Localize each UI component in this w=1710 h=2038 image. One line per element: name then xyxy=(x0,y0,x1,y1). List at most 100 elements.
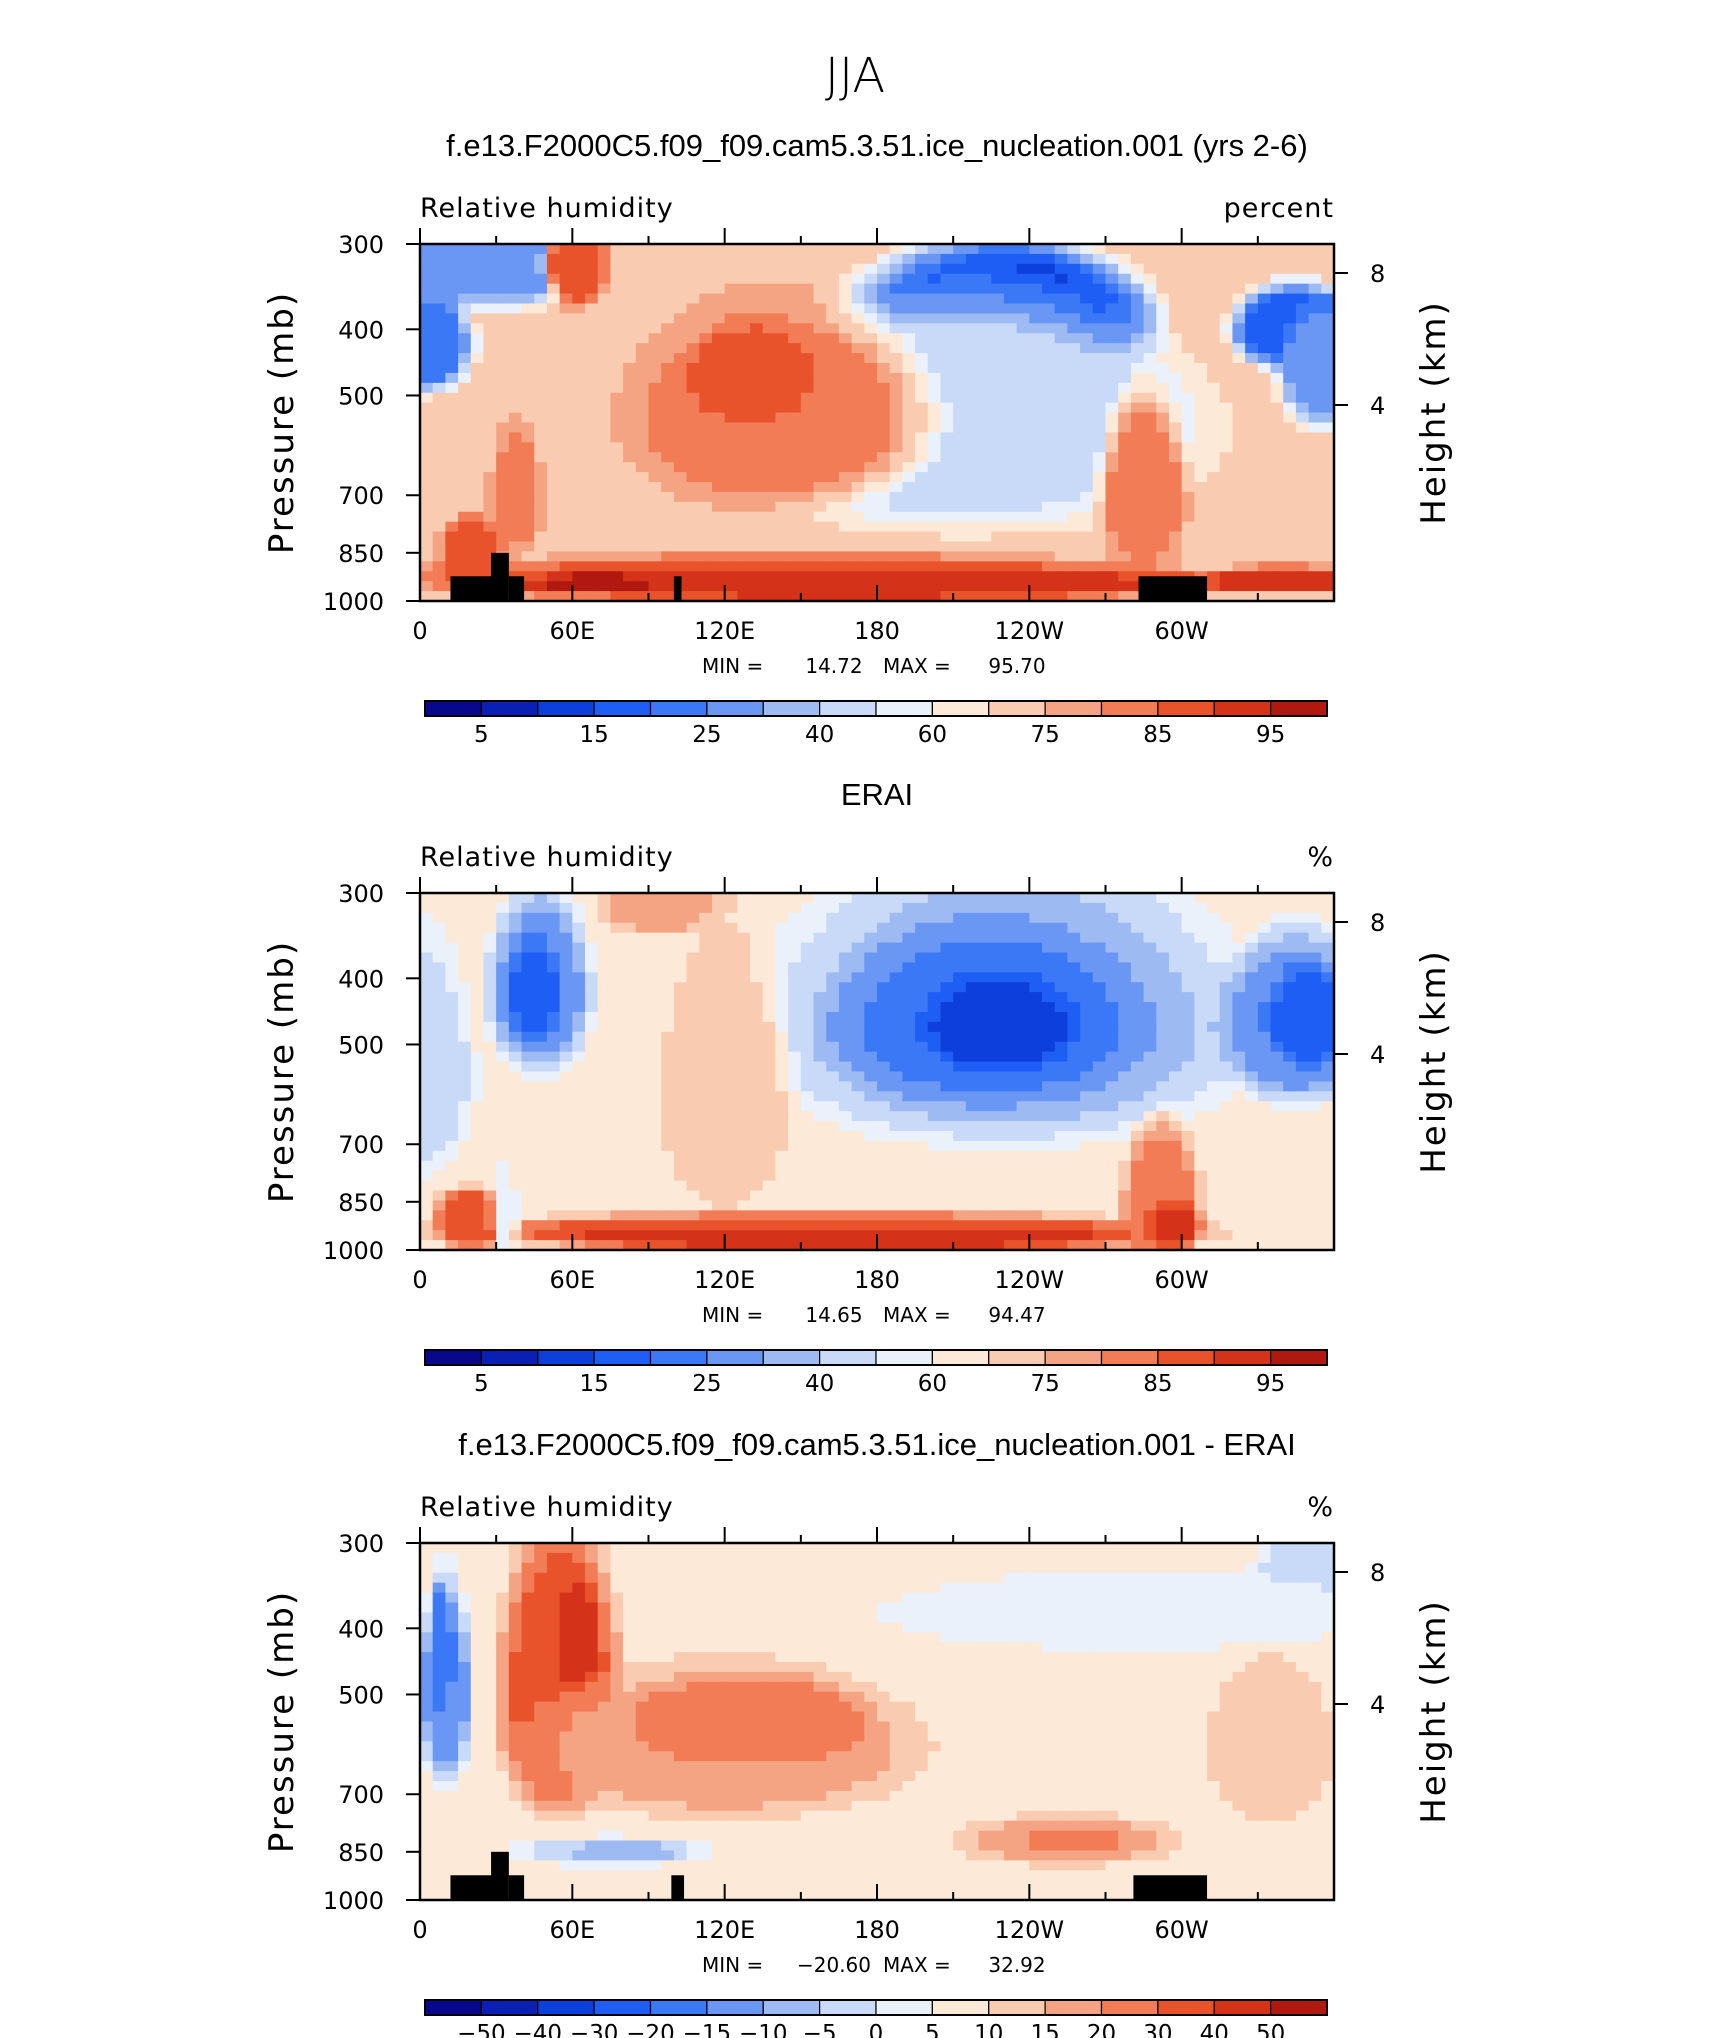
field-cell xyxy=(902,1071,916,1083)
field-cell xyxy=(585,591,599,601)
field-cell xyxy=(953,1240,967,1250)
field-cell xyxy=(673,1101,688,1112)
field-cell xyxy=(521,962,535,973)
panel-title: f.e13.F2000C5.f09_f09.cam5.3.51.ice_nucl… xyxy=(446,128,1308,163)
field-cell xyxy=(864,972,878,983)
field-cell xyxy=(699,343,713,354)
field-cell xyxy=(965,893,980,904)
field-cell xyxy=(877,962,891,973)
field-cell xyxy=(432,1210,446,1221)
field-cell xyxy=(1029,1021,1043,1033)
field-cell xyxy=(1067,253,1081,265)
field-cell xyxy=(623,942,637,954)
field-cell xyxy=(1092,392,1107,404)
field-cell xyxy=(826,1031,840,1043)
field-cell xyxy=(750,1012,764,1023)
field-cell xyxy=(661,893,675,904)
field-cell xyxy=(1207,1071,1221,1083)
field-cell xyxy=(1219,323,1234,334)
field-cell xyxy=(1016,591,1030,601)
field-cell xyxy=(864,1081,878,1092)
field-cell xyxy=(585,962,599,973)
field-cell xyxy=(1156,1220,1170,1231)
field-cell xyxy=(800,942,815,954)
field-cell xyxy=(991,521,1005,533)
field-cell xyxy=(521,1150,535,1162)
field-cell xyxy=(1003,912,1018,924)
field-cell xyxy=(775,1002,789,1013)
field-cell xyxy=(978,1220,992,1231)
field-cell xyxy=(648,541,662,553)
field-cell xyxy=(711,922,726,934)
colorbar-box xyxy=(649,700,708,717)
field-cell xyxy=(1181,541,1195,553)
field-cell xyxy=(1168,412,1183,424)
field-cell xyxy=(1181,972,1195,983)
field-cell xyxy=(1118,283,1132,295)
field-cell xyxy=(572,942,586,954)
field-cell xyxy=(496,263,510,275)
field-cell xyxy=(826,541,840,553)
field-cell xyxy=(737,1170,751,1182)
field-cell xyxy=(623,1012,637,1023)
field-cell xyxy=(432,402,446,414)
field-cell xyxy=(711,1121,726,1132)
field-cell xyxy=(737,1220,751,1231)
field-cell xyxy=(1080,1002,1094,1013)
field-cell xyxy=(1003,372,1018,384)
field-cell xyxy=(813,472,827,483)
field-cell xyxy=(1270,273,1284,285)
field-cell xyxy=(927,1061,942,1073)
field-cell xyxy=(635,382,650,394)
field-cell xyxy=(978,1230,992,1241)
topography-mask xyxy=(508,576,525,601)
field-cell xyxy=(1194,353,1208,364)
field-cell xyxy=(965,432,980,443)
field-cell xyxy=(1067,893,1081,904)
field-cell xyxy=(610,1101,624,1112)
field-cell xyxy=(534,511,548,523)
field-cell xyxy=(1194,412,1208,424)
field-cell xyxy=(965,1200,980,1211)
field-cell xyxy=(508,253,523,265)
field-cell xyxy=(927,1131,942,1142)
field-cell xyxy=(940,482,954,493)
field-cell xyxy=(470,293,485,305)
field-cell xyxy=(1067,372,1081,384)
field-cell xyxy=(775,1190,789,1202)
field-cell xyxy=(1156,1111,1170,1122)
field-cell xyxy=(788,442,802,453)
field-cell xyxy=(737,491,751,503)
field-cell xyxy=(572,382,586,394)
field-cell xyxy=(661,1041,675,1053)
field-cell xyxy=(1042,402,1056,414)
field-cell xyxy=(1181,442,1195,453)
field-cell xyxy=(813,521,827,533)
field-cell xyxy=(915,382,929,394)
field-cell xyxy=(496,422,510,434)
field-cell xyxy=(661,912,675,924)
field-cell xyxy=(470,382,485,394)
field-cell xyxy=(775,372,789,384)
field-cell xyxy=(572,992,586,1003)
field-cell xyxy=(610,1021,624,1033)
field-cell xyxy=(432,1200,446,1211)
field-cell xyxy=(1156,382,1170,394)
field-cell xyxy=(432,952,446,964)
field-cell xyxy=(1156,952,1170,964)
field-cell xyxy=(864,1170,878,1182)
field-cell xyxy=(1029,1160,1043,1172)
field-cell xyxy=(686,1002,700,1013)
field-cell xyxy=(546,1180,561,1192)
field-cell xyxy=(623,1111,637,1122)
field-cell xyxy=(445,1131,459,1142)
field-cell xyxy=(889,363,903,374)
field-cell xyxy=(902,372,916,384)
field-cell xyxy=(1105,571,1119,582)
field-cell xyxy=(597,1200,612,1211)
field-cell xyxy=(750,293,764,305)
field-cell xyxy=(737,333,751,344)
field-cell xyxy=(597,1021,612,1033)
field-cell xyxy=(699,1150,713,1162)
field-cell xyxy=(1092,363,1107,374)
